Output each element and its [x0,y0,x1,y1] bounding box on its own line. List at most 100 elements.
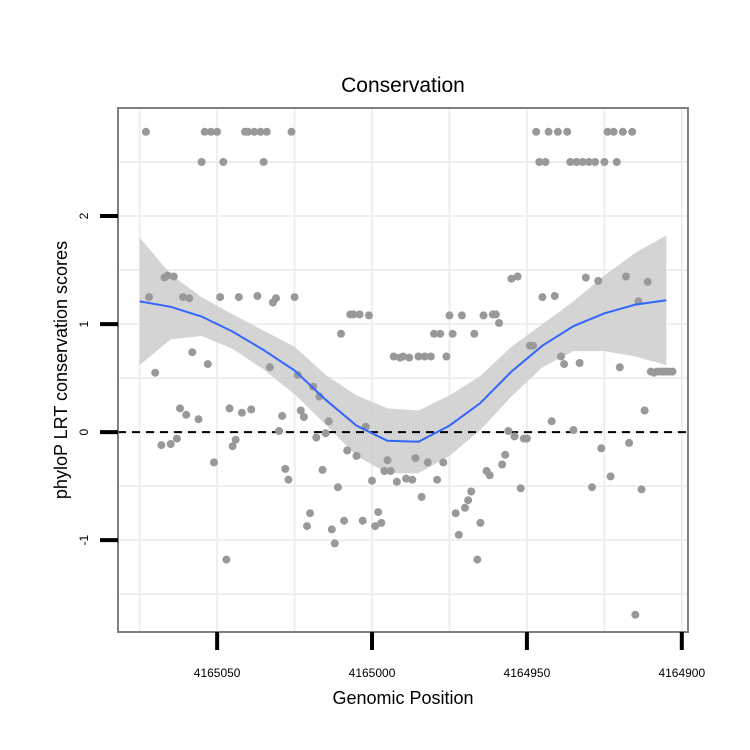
data-point [513,272,522,281]
data-point [584,158,593,166]
data-point [417,492,426,501]
data-point [157,441,166,450]
y-tick-label: 0 [77,428,91,435]
data-point [566,158,575,166]
data-point [321,429,330,438]
data-point [210,458,218,467]
data-point [541,158,550,166]
data-point [470,329,479,338]
x-axis: 4165050 4165000 4164950 4164900 [194,632,705,680]
x-tick-label: 4164900 [658,666,705,680]
data-point [222,555,231,564]
data-point [408,475,417,484]
data-point [179,293,188,302]
data-point [343,446,352,455]
data-point [228,442,237,451]
data-point [609,127,618,136]
data-point [237,408,246,417]
data-point [188,348,197,357]
data-point [572,158,581,166]
data-point [535,158,544,166]
data-point [330,539,339,548]
data-point [594,276,603,285]
data-point [275,427,284,435]
data-point [203,360,212,369]
data-point [668,367,677,376]
data-point [618,127,627,136]
data-point [169,272,178,281]
data-point [547,417,556,426]
data-point [423,458,432,467]
x-tick-label: 4165050 [194,666,241,680]
data-point [538,293,547,302]
data-point [349,310,358,319]
x-tick-label: 4165000 [349,666,396,680]
data-point [454,530,463,539]
data-point [467,487,476,496]
y-tick-label: 1 [77,320,91,327]
data-point [219,158,228,166]
data-point [296,406,305,415]
data-point [560,360,569,369]
data-point [386,467,395,475]
data-point [374,508,383,517]
data-point [225,404,234,413]
data-point [448,329,457,338]
data-point [185,294,194,303]
data-point [247,405,256,414]
data-point [312,433,321,442]
data-point [324,417,333,426]
data-point [451,509,460,518]
data-point [141,127,150,136]
data-point [473,555,482,564]
data-point [414,352,423,361]
data-point [612,158,621,166]
data-point [197,158,206,166]
data-point [333,483,342,492]
data-point [625,438,634,447]
data-point [532,127,541,136]
x-tick-label: 4164950 [504,666,551,680]
data-point [287,127,296,136]
data-point [529,341,538,350]
data-point [352,451,361,460]
data-point [206,127,215,136]
data-point [411,454,420,463]
data-point [606,472,615,481]
data-point [501,450,510,459]
data-point [464,496,473,505]
data-point [176,404,184,413]
data-point [622,272,630,281]
data-point [544,127,553,136]
x-axis-title: Genomic Position [332,688,473,708]
data-point [553,127,562,136]
data-point [510,432,519,441]
data-point [265,363,274,372]
data-point [491,310,500,319]
y-tick-label: -1 [77,535,91,546]
data-point [182,410,191,419]
data-point [516,484,525,493]
data-point [383,456,392,465]
data-point [306,509,315,518]
data-point [377,518,386,527]
data-point [194,415,203,424]
data-point [588,483,596,492]
data-point [557,352,565,361]
data-point [433,475,442,484]
data-point [504,427,513,435]
data-point [340,516,349,525]
data-point [327,525,336,534]
data-point [399,352,407,361]
y-axis: -1 0 1 2 [77,212,118,546]
data-point [575,359,584,367]
data-point [405,353,414,362]
data-point [166,440,175,448]
data-point [640,406,649,415]
data-point [507,274,516,283]
data-point [479,311,488,320]
data-point [591,158,600,166]
data-point [615,363,624,372]
data-point [256,127,265,136]
data-point [457,311,466,320]
